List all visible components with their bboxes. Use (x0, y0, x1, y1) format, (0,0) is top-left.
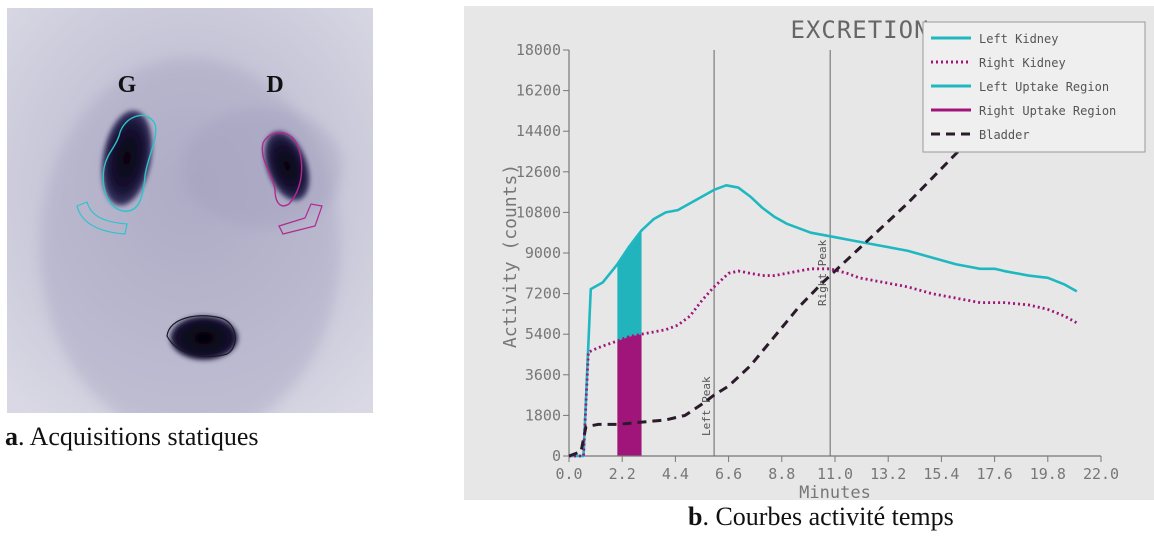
label-left-side: G (118, 72, 137, 98)
y-tick-label: 7200 (525, 285, 561, 303)
peak-marker-label: Left Peak (700, 376, 713, 436)
x-tick-label: 17.6 (977, 465, 1013, 483)
y-axis-label: Activity (counts) (500, 164, 521, 348)
series-line-right-kidney (569, 267, 1078, 458)
y-tick-label: 5400 (525, 325, 561, 343)
left-kidney-blob (101, 110, 153, 206)
legend-label: Right Uptake Region (979, 104, 1116, 118)
x-tick-label: 11.0 (817, 465, 853, 483)
right-uptake-roi (278, 203, 323, 235)
right-kidney-roi (261, 131, 303, 207)
y-tick-label: 18000 (516, 41, 561, 59)
right-uptake-region-fill (617, 334, 642, 456)
y-tick-label: 1800 (525, 406, 561, 424)
label-right-side: D (266, 72, 283, 98)
x-tick-label: 4.4 (662, 465, 689, 483)
liver-shadow (182, 108, 342, 228)
caption-a-text: . Acquisitions statiques (18, 422, 259, 451)
series-line-left-kidney (569, 184, 1078, 458)
x-tick-label: 15.4 (923, 465, 959, 483)
caption-a: a. Acquisitions statiques (5, 422, 259, 452)
legend-label: Right Kidney (979, 56, 1066, 70)
x-tick-label: 2.2 (609, 465, 636, 483)
left-uptake-roi (76, 201, 128, 235)
legend-label: Left Kidney (979, 32, 1058, 46)
legend-label: Bladder (979, 128, 1030, 142)
x-tick-label: 22.0 (1083, 465, 1119, 483)
chart-title: EXCRETION (790, 16, 929, 44)
y-tick-label: 16200 (516, 82, 561, 100)
caption-b-letter: b (688, 502, 703, 531)
y-tick-label: 3600 (525, 366, 561, 384)
excretion-chart: EXCRETION Activity (counts) Minutes 0 180… (464, 6, 1154, 500)
static-acquisition-image: G D (7, 8, 373, 413)
x-tick-label: 13.2 (870, 465, 906, 483)
y-tick-label: 9000 (525, 244, 561, 262)
left-uptake-region-fill (617, 230, 642, 341)
x-tick-label: 6.6 (715, 465, 742, 483)
x-axis-label: Minutes (799, 483, 871, 500)
bladder-blob (170, 316, 238, 360)
y-tick-label: 10800 (516, 203, 561, 221)
caption-b-text: . Courbes activité temps (702, 502, 954, 531)
caption-a-letter: a (5, 422, 18, 451)
y-tick-label: 14400 (516, 122, 561, 140)
x-tick-label: 19.8 (1030, 465, 1066, 483)
bladder-roi (166, 315, 236, 358)
x-tick-label: 0.0 (555, 465, 582, 483)
x-tick-label: 8.8 (768, 465, 795, 483)
peak-marker-label: Right Peak (816, 239, 829, 306)
y-tick-label: 12600 (516, 163, 561, 181)
y-tick-label: 0 (552, 447, 561, 465)
caption-b: b. Courbes activité temps (688, 502, 954, 532)
series-line-bladder (568, 114, 996, 458)
left-kidney-roi (102, 114, 157, 212)
legend-label: Left Uptake Region (979, 80, 1109, 94)
